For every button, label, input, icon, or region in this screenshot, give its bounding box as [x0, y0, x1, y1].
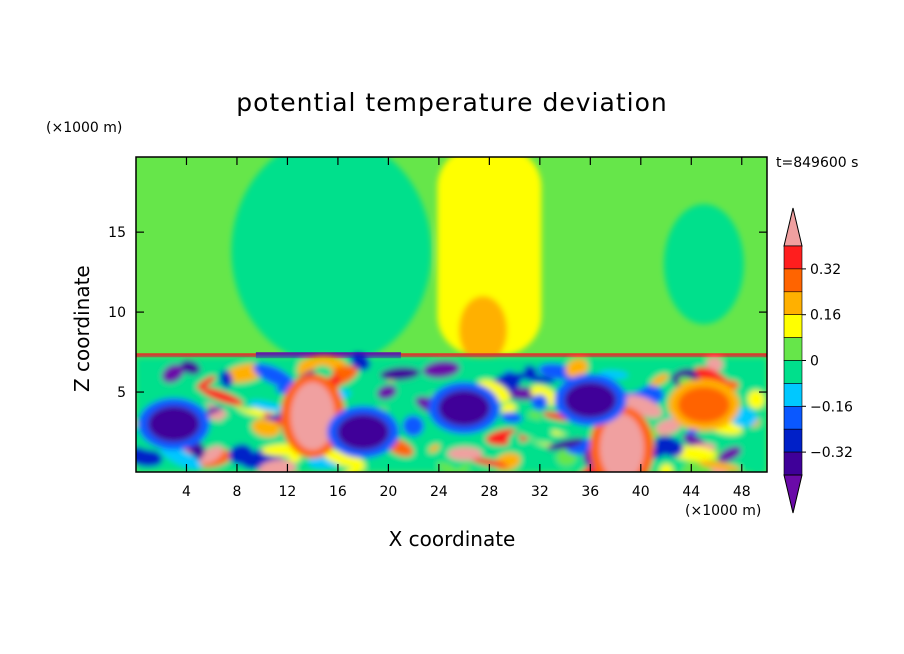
x-tick-label: 24	[430, 484, 448, 500]
x-tick-label: 44	[682, 484, 700, 500]
x-tick-label: 16	[329, 484, 347, 500]
colorbar-box	[783, 383, 803, 407]
x-axis-label: X coordinate	[388, 527, 516, 551]
colorbar-box	[783, 291, 803, 315]
turbulent-cell	[677, 386, 730, 423]
x-unit-label: (×1000 m)	[685, 503, 762, 519]
turbulent-cell	[438, 390, 491, 427]
plume-halo	[231, 157, 432, 366]
x-tick-label: 40	[632, 484, 650, 500]
upper-field	[231, 157, 744, 366]
x-tick-label: 28	[480, 484, 498, 500]
plume-halo	[437, 157, 542, 356]
colorbar-box	[783, 360, 803, 384]
colorbar-box	[783, 337, 803, 361]
colorbar-tick-label: −0.32	[810, 445, 853, 461]
lower-field	[136, 353, 767, 472]
x-tick-label: 12	[279, 484, 297, 500]
y-axis-ticks: 5 10 15	[108, 225, 767, 401]
x-tick-label: 4	[182, 484, 191, 500]
colorbar-arrow-top	[783, 207, 803, 247]
plume-core	[459, 296, 508, 365]
colorbar-tick-label: −0.16	[810, 399, 853, 415]
x-axis-ticks: 4 8 12 16 20 24 28 32 36 40 44 48	[182, 157, 751, 500]
colorbar-box	[783, 268, 803, 293]
x-tick-label: 32	[531, 484, 549, 500]
turbulent-cell	[599, 414, 644, 472]
turbulent-cell	[564, 382, 617, 419]
colorbar-box	[783, 405, 803, 430]
y-tick-label: 15	[108, 225, 126, 241]
colorbar-tick-label: 0.32	[810, 262, 841, 278]
inversion-band-cold	[255, 352, 402, 359]
colorbar-tick-label: 0	[810, 354, 819, 370]
turbulent-cell	[290, 382, 335, 451]
turbulent-cell	[337, 414, 390, 451]
x-tick-label: 20	[379, 484, 397, 500]
y-tick-label: 10	[108, 305, 126, 321]
turbulent-cell	[147, 406, 200, 443]
colorbar-box	[783, 245, 803, 270]
colorbar-box	[783, 314, 803, 338]
x-tick-label: 36	[581, 484, 599, 500]
chart-title: potential temperature deviation	[236, 88, 668, 117]
y-unit-label: (×1000 m)	[46, 120, 123, 136]
colorbar: 0.32 0.16 0 −0.16 −0.32	[783, 207, 853, 514]
plume-halo	[663, 204, 744, 325]
colorbar-box	[783, 428, 803, 453]
inversion-band	[136, 353, 767, 358]
x-tick-label: 48	[733, 484, 751, 500]
plot-frame	[135, 156, 768, 473]
y-tick-label: 5	[117, 385, 126, 401]
colorbar-tick-label: 0.16	[810, 308, 841, 324]
colorbar-box	[783, 451, 803, 476]
x-tick-label: 8	[232, 484, 241, 500]
colorbar-arrow-bottom	[783, 474, 803, 514]
time-label: t=849600 s	[776, 155, 859, 171]
